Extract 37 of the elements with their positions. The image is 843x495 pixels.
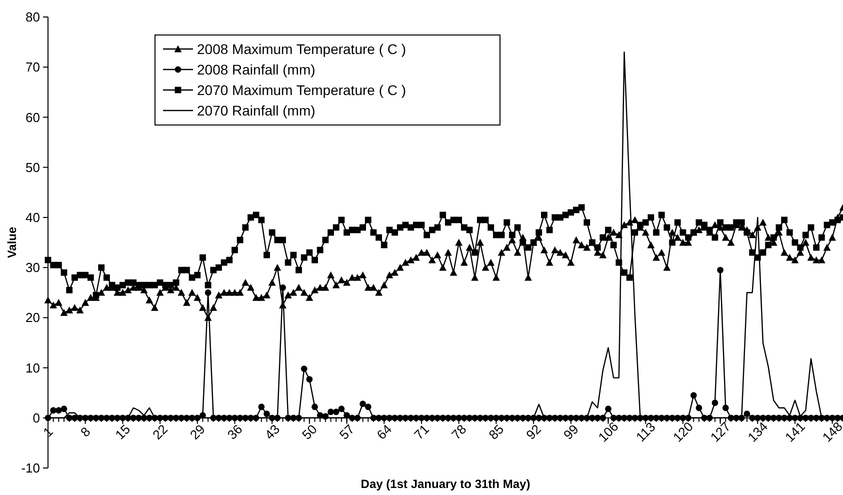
x-tick-label: 113 [632, 419, 658, 445]
legend-label: 2070 Maximum Temperature ( C ) [197, 82, 406, 98]
x-tick-label: 134 [744, 418, 771, 445]
x-tick-label: 141 [782, 418, 808, 445]
x-tick-label: 71 [411, 422, 432, 442]
x-tick-label: 92 [523, 422, 544, 442]
x-tick-label: 8 [78, 424, 94, 440]
y-tick-label: 50 [26, 160, 40, 175]
x-tick-label: 50 [299, 422, 320, 442]
y-tick-label: 10 [26, 360, 40, 376]
y-tick-label: 30 [26, 260, 40, 276]
x-tick-label: 15 [112, 422, 134, 442]
x-tick-label: 148 [819, 418, 843, 445]
x-tick-label: 127 [707, 418, 734, 445]
legend-label: 2070 Rainfall (mm) [197, 102, 316, 118]
legend-label: 2008 Rainfall (mm) [197, 61, 316, 78]
y-tick-label: 20 [26, 310, 40, 326]
y-tick-label: 70 [26, 60, 40, 75]
x-tick-label: 120 [670, 418, 696, 445]
x-tick-label: 36 [224, 422, 246, 442]
y-tick-label: 0 [32, 410, 40, 426]
x-tick-label: 78 [448, 422, 470, 442]
y-tick-label: 60 [26, 110, 40, 125]
x-tick-label: 57 [336, 422, 358, 442]
x-tick-label: 29 [187, 422, 208, 442]
y-axis-title: Value [5, 226, 19, 258]
x-tick-label: 106 [595, 418, 622, 445]
x-tick-label: 85 [486, 422, 507, 442]
y-tick-label: -10 [21, 460, 40, 476]
y-tick-label: 40 [26, 210, 40, 225]
x-tick-label: 22 [150, 422, 170, 442]
x-tick-label: 64 [374, 422, 395, 442]
x-tick-label: 99 [560, 422, 582, 442]
x-tick-label: 43 [262, 422, 283, 442]
x-axis-title: Day (1st January to 31th May) [360, 477, 530, 491]
y-tick-label: 80 [26, 10, 40, 25]
legend-label: 2008 Maximum Temperature ( C ) [197, 40, 406, 57]
